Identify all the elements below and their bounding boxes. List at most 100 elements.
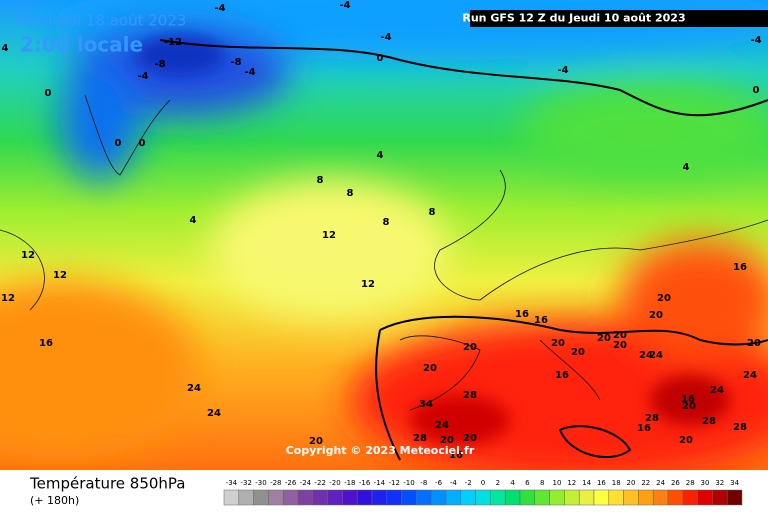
contour-label: 0 (139, 138, 146, 149)
contour-label: 20 (597, 333, 611, 344)
colorbar-tick-label: 6 (525, 479, 530, 487)
contour-label: 4 (190, 215, 197, 226)
colorbar-tick-label: 18 (612, 479, 621, 487)
colorbar-swatch (253, 489, 269, 506)
contour-label: 24 (207, 408, 221, 419)
colorbar-swatch (593, 489, 610, 506)
colorbar-swatch (697, 489, 713, 506)
colorbar-tick-label: -14 (374, 479, 386, 487)
colorbar-swatch (549, 489, 565, 506)
contour-label: -8 (154, 59, 165, 70)
contour-label: -4 (380, 32, 391, 43)
colorbar-swatch (445, 489, 462, 506)
run-box (470, 10, 768, 27)
colorbar-swatch (342, 489, 358, 506)
colorbar-tick-label: -2 (465, 479, 472, 487)
colorbar-tick-label: -24 (300, 479, 312, 487)
colorbar-swatch (726, 489, 743, 506)
colorbar-swatch (504, 489, 521, 506)
colorbar-swatch (356, 489, 373, 506)
contour-label: 20 (682, 401, 696, 412)
colorbar-tick-label: -10 (403, 479, 414, 487)
contour-label: 28 (463, 390, 477, 401)
contour-label: 8 (347, 188, 354, 199)
colorbar-swatch (312, 489, 328, 506)
contour-label: 20 (309, 436, 323, 447)
colorbar-tick-label: -4 (450, 479, 458, 487)
colorbar-tick-label: -28 (270, 479, 281, 487)
contour-label: 24 (639, 350, 653, 361)
contour-label: 16 (449, 450, 463, 461)
colorbar-tick-label: 26 (671, 479, 680, 487)
colorbar-swatch (416, 489, 432, 506)
colorbar-tick-label: 22 (641, 479, 650, 487)
contour-label: 28 (413, 433, 427, 444)
colorbar-tick-label: -32 (240, 479, 251, 487)
forecast-date: Vendredi 18 août 2023 (15, 12, 186, 30)
contour-label: 0 (45, 88, 52, 99)
contour-label: 20 (440, 435, 454, 446)
contour-label: 20 (423, 363, 437, 374)
contour-label: 24 (187, 383, 201, 394)
colorbar-swatch (682, 489, 698, 506)
colorbar-tick-label: 30 (701, 479, 710, 487)
colorbar-swatch (223, 489, 240, 506)
colorbar-tick-label: -8 (420, 479, 427, 487)
contour-label: -4 (339, 0, 350, 11)
contour-label: 12 (322, 230, 336, 241)
colorbar-tick-label: 2 (496, 479, 500, 487)
colorbar-swatch (282, 489, 299, 506)
forecast-time: 2:00 locale (20, 33, 143, 57)
colorbar-tick-label: 34 (730, 479, 739, 487)
contour-label: 16 (733, 262, 747, 273)
run-info: Run GFS 12 Z du Jeudi 10 août 2023 (462, 12, 685, 25)
colorbar-swatch (638, 489, 654, 506)
contour-label: 4 (2, 43, 9, 54)
colorbar-swatch (430, 489, 447, 506)
colorbar-tick-label: -20 (329, 479, 340, 487)
contour-label: 0 (115, 138, 122, 149)
colorbar-tick-label: -18 (344, 479, 355, 487)
colorbar-tick-label: -12 (388, 479, 399, 487)
footer-subtitle: (+ 180h) (30, 494, 79, 507)
colorbar-swatch (238, 489, 254, 506)
contour-label: 4 (377, 150, 384, 161)
contour-label: 34 (419, 399, 433, 410)
contour-label: 20 (613, 340, 627, 351)
contour-label: 24 (435, 420, 449, 431)
colorbar-swatch (327, 489, 343, 506)
colorbar-tick-label: -30 (255, 479, 266, 487)
contour-label: -4 (750, 35, 761, 46)
contour-label: 12 (21, 250, 35, 261)
colorbar-tick-label: 8 (540, 479, 544, 487)
contour-label: 12 (361, 279, 375, 290)
colorbar-tick-label: 10 (553, 479, 562, 487)
colorbar-tick-label: 4 (510, 479, 515, 487)
colorbar-swatch (608, 489, 624, 506)
contour-label: 8 (429, 207, 436, 218)
colorbar-swatch (475, 489, 491, 506)
contour-label: -4 (137, 71, 148, 82)
colorbar-swatch (371, 489, 388, 506)
contour-label: 0 (377, 53, 384, 64)
contour-label: 16 (637, 423, 651, 434)
contour-label: 28 (733, 422, 747, 433)
colorbar-tick-label: 24 (656, 479, 665, 487)
colorbar-swatch (712, 489, 728, 506)
contour-label: 16 (39, 338, 53, 349)
contour-label: 28 (645, 413, 659, 424)
colorbar-tick-label: -26 (285, 479, 297, 487)
colorbar-tick-label: 28 (686, 479, 695, 487)
contour-label: -8 (230, 57, 241, 68)
coastlines (0, 94, 768, 411)
contours (159, 39, 768, 461)
contour-label: 16 (534, 315, 548, 326)
contour-label: 20 (679, 435, 693, 446)
colorbar-swatch (564, 489, 580, 506)
contour-label: 28 (702, 416, 716, 427)
contour-label: 24 (710, 385, 724, 396)
colorbar-swatch (667, 489, 684, 506)
colorbar-tick-label: 16 (597, 479, 606, 487)
colorbar-swatch (386, 489, 402, 506)
